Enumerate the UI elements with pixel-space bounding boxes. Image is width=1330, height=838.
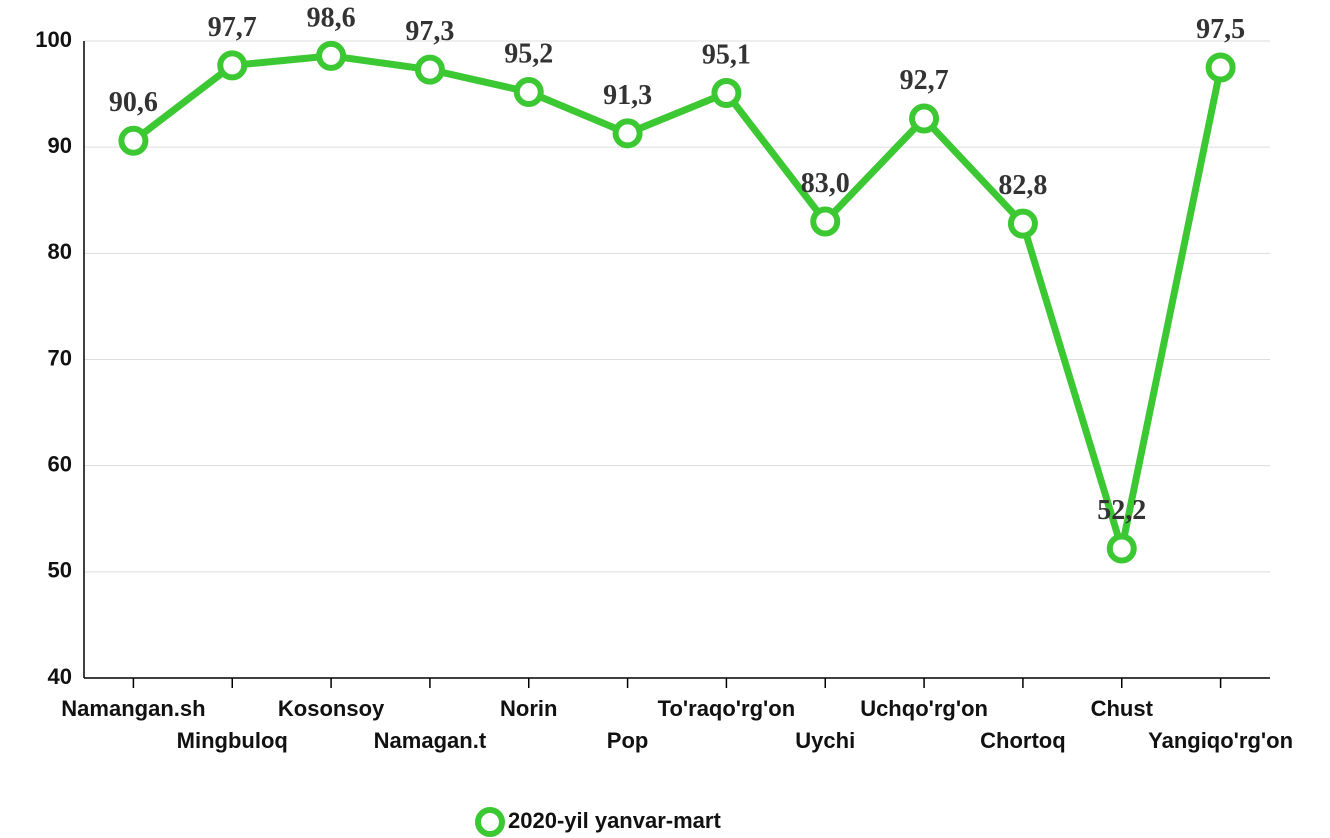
data-label: 91,3 (603, 80, 652, 111)
data-point (1205, 52, 1236, 83)
y-tick-label: 100 (35, 27, 72, 52)
data-point (1007, 208, 1038, 239)
data-label: 83,0 (801, 168, 850, 199)
data-point (612, 118, 643, 149)
x-tick-label: Chust (1091, 696, 1154, 721)
y-tick-label: 90 (48, 133, 72, 158)
data-label: 52,2 (1097, 495, 1146, 526)
y-tick-label: 50 (48, 558, 72, 583)
data-label: 97,3 (405, 16, 454, 47)
data-point (1106, 533, 1137, 564)
y-tick-label: 60 (48, 451, 72, 476)
legend-marker (475, 807, 505, 837)
x-tick-label: Uchqo'rg'on (860, 696, 988, 721)
data-label: 90,6 (109, 87, 158, 118)
data-point (909, 103, 940, 134)
data-label: 95,2 (504, 38, 553, 69)
x-tick-label: Namangan.sh (61, 696, 205, 721)
x-tick-label: Kosonsoy (278, 696, 385, 721)
data-point (513, 76, 544, 107)
x-tick-label: Uychi (795, 728, 855, 753)
x-tick-label: Pop (607, 728, 649, 753)
data-label: 98,6 (307, 2, 356, 33)
x-tick-label: Chortoq (980, 728, 1066, 753)
data-point (414, 54, 445, 85)
y-tick-label: 80 (48, 239, 72, 264)
data-label: 97,7 (208, 12, 257, 43)
series-line (131, 52, 1225, 552)
x-tick-label: Norin (500, 696, 557, 721)
x-tick-label: Namagan.t (374, 728, 487, 753)
data-point (316, 40, 347, 71)
x-tick-label: Yangiqo'rg'on (1148, 728, 1293, 753)
x-tick-label: To'raqo'rg'on (658, 696, 796, 721)
x-tick-label: Mingbuloq (177, 728, 288, 753)
data-point (810, 206, 841, 237)
data-label: 95,1 (702, 39, 751, 70)
data-label: 92,7 (900, 65, 949, 96)
y-tick-label: 70 (48, 345, 72, 370)
data-label: 82,8 (998, 170, 1047, 201)
data-point (118, 125, 149, 156)
y-tick-label: 40 (48, 664, 72, 689)
legend-label: 2020-yil yanvar-mart (508, 808, 721, 833)
data-point (711, 78, 742, 109)
data-label: 97,5 (1196, 14, 1245, 45)
data-point (217, 50, 248, 81)
